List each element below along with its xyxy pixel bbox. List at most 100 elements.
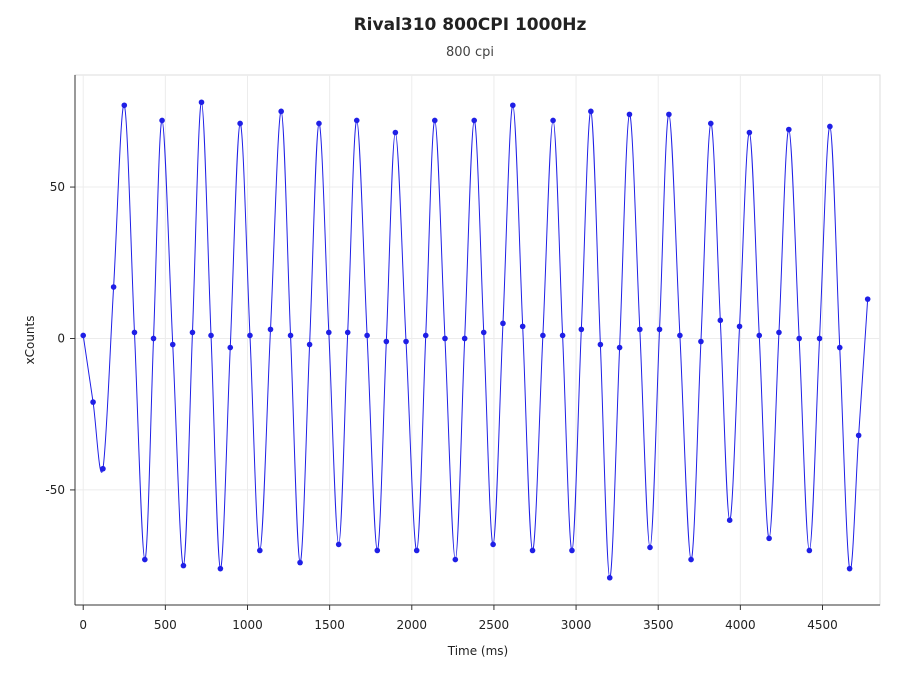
data-point bbox=[500, 320, 506, 327]
data-point bbox=[392, 129, 399, 136]
data-point bbox=[827, 123, 833, 130]
data-point bbox=[471, 117, 478, 124]
data-point bbox=[237, 120, 243, 127]
data-point bbox=[519, 323, 526, 330]
x-tick-label: 2000 bbox=[397, 618, 428, 632]
data-point bbox=[247, 332, 253, 339]
data-point bbox=[647, 544, 653, 551]
data-point bbox=[110, 284, 117, 290]
x-tick-label: 3000 bbox=[561, 618, 592, 632]
data-point bbox=[626, 111, 633, 118]
data-point bbox=[510, 102, 516, 109]
data-point bbox=[180, 562, 187, 569]
data-point bbox=[383, 338, 390, 345]
data-point bbox=[100, 465, 106, 472]
x-tick-label: 2500 bbox=[479, 618, 510, 632]
data-point bbox=[616, 344, 623, 351]
data-point bbox=[559, 332, 566, 339]
data-point bbox=[855, 432, 862, 439]
data-point bbox=[796, 335, 802, 342]
data-point bbox=[422, 332, 429, 339]
x-tick-label: 4500 bbox=[807, 618, 838, 632]
data-point bbox=[569, 547, 575, 554]
y-tick-label: -50 bbox=[45, 483, 65, 497]
data-point bbox=[816, 335, 823, 342]
data-point bbox=[529, 547, 536, 554]
data-point bbox=[756, 332, 763, 339]
y-tick-label: 0 bbox=[57, 331, 65, 345]
data-point bbox=[637, 326, 643, 333]
data-point bbox=[80, 332, 87, 339]
chart-subtitle: 800 cpi bbox=[446, 45, 494, 60]
data-point bbox=[550, 117, 556, 124]
data-point bbox=[335, 541, 342, 548]
data-point bbox=[278, 108, 284, 115]
data-point bbox=[606, 574, 613, 581]
data-point bbox=[306, 341, 313, 348]
data-point bbox=[431, 117, 438, 124]
x-tick-label: 3500 bbox=[643, 618, 674, 632]
data-point bbox=[746, 129, 753, 136]
x-tick-label: 0 bbox=[79, 618, 87, 632]
data-point bbox=[227, 344, 234, 351]
data-point bbox=[707, 120, 714, 127]
data-point bbox=[353, 117, 360, 124]
data-point bbox=[208, 332, 214, 339]
data-point bbox=[806, 547, 813, 554]
data-point bbox=[864, 296, 871, 302]
data-point bbox=[90, 399, 96, 405]
data-point bbox=[766, 535, 772, 542]
x-axis-label: Time (ms) bbox=[447, 644, 509, 658]
y-tick-label: 50 bbox=[50, 180, 65, 194]
data-point bbox=[597, 341, 604, 348]
x-tick-label: 500 bbox=[154, 618, 177, 632]
data-point bbox=[786, 126, 792, 133]
data-point bbox=[316, 120, 322, 127]
data-point bbox=[297, 559, 303, 566]
data-point bbox=[374, 547, 381, 554]
data-point bbox=[726, 517, 733, 523]
x-tick-label: 4000 bbox=[725, 618, 756, 632]
data-point bbox=[121, 102, 128, 109]
data-point bbox=[267, 326, 274, 333]
data-point bbox=[442, 335, 448, 342]
data-point bbox=[480, 329, 487, 336]
x-tick-label: 1500 bbox=[314, 618, 345, 632]
data-point bbox=[846, 565, 853, 572]
data-point bbox=[287, 332, 294, 339]
data-point bbox=[452, 556, 459, 563]
data-point bbox=[836, 344, 843, 351]
data-point bbox=[490, 541, 496, 548]
data-point bbox=[736, 323, 743, 330]
data-point bbox=[578, 326, 585, 333]
data-point bbox=[131, 329, 138, 336]
data-point bbox=[540, 332, 546, 339]
y-axis-label: xCounts bbox=[23, 316, 37, 365]
data-point bbox=[142, 556, 148, 563]
chart-title: Rival310 800CPI 1000Hz bbox=[354, 15, 587, 35]
data-point bbox=[461, 335, 468, 342]
data-point bbox=[169, 341, 176, 348]
x-tick-label: 1000 bbox=[232, 618, 263, 632]
data-point bbox=[776, 329, 782, 336]
data-point bbox=[656, 326, 663, 333]
data-point bbox=[344, 329, 351, 336]
data-point bbox=[217, 565, 224, 572]
data-point bbox=[666, 111, 672, 118]
data-point bbox=[688, 556, 694, 563]
data-point bbox=[150, 335, 157, 342]
data-point bbox=[403, 338, 409, 345]
data-point bbox=[698, 338, 704, 345]
data-point bbox=[159, 117, 165, 124]
data-point bbox=[189, 329, 196, 336]
data-point bbox=[413, 547, 420, 554]
data-point bbox=[198, 99, 205, 106]
data-point bbox=[326, 329, 332, 336]
data-point bbox=[588, 108, 594, 115]
data-point bbox=[257, 547, 263, 554]
data-point bbox=[717, 317, 724, 324]
data-point bbox=[677, 332, 683, 339]
data-point bbox=[364, 332, 370, 339]
